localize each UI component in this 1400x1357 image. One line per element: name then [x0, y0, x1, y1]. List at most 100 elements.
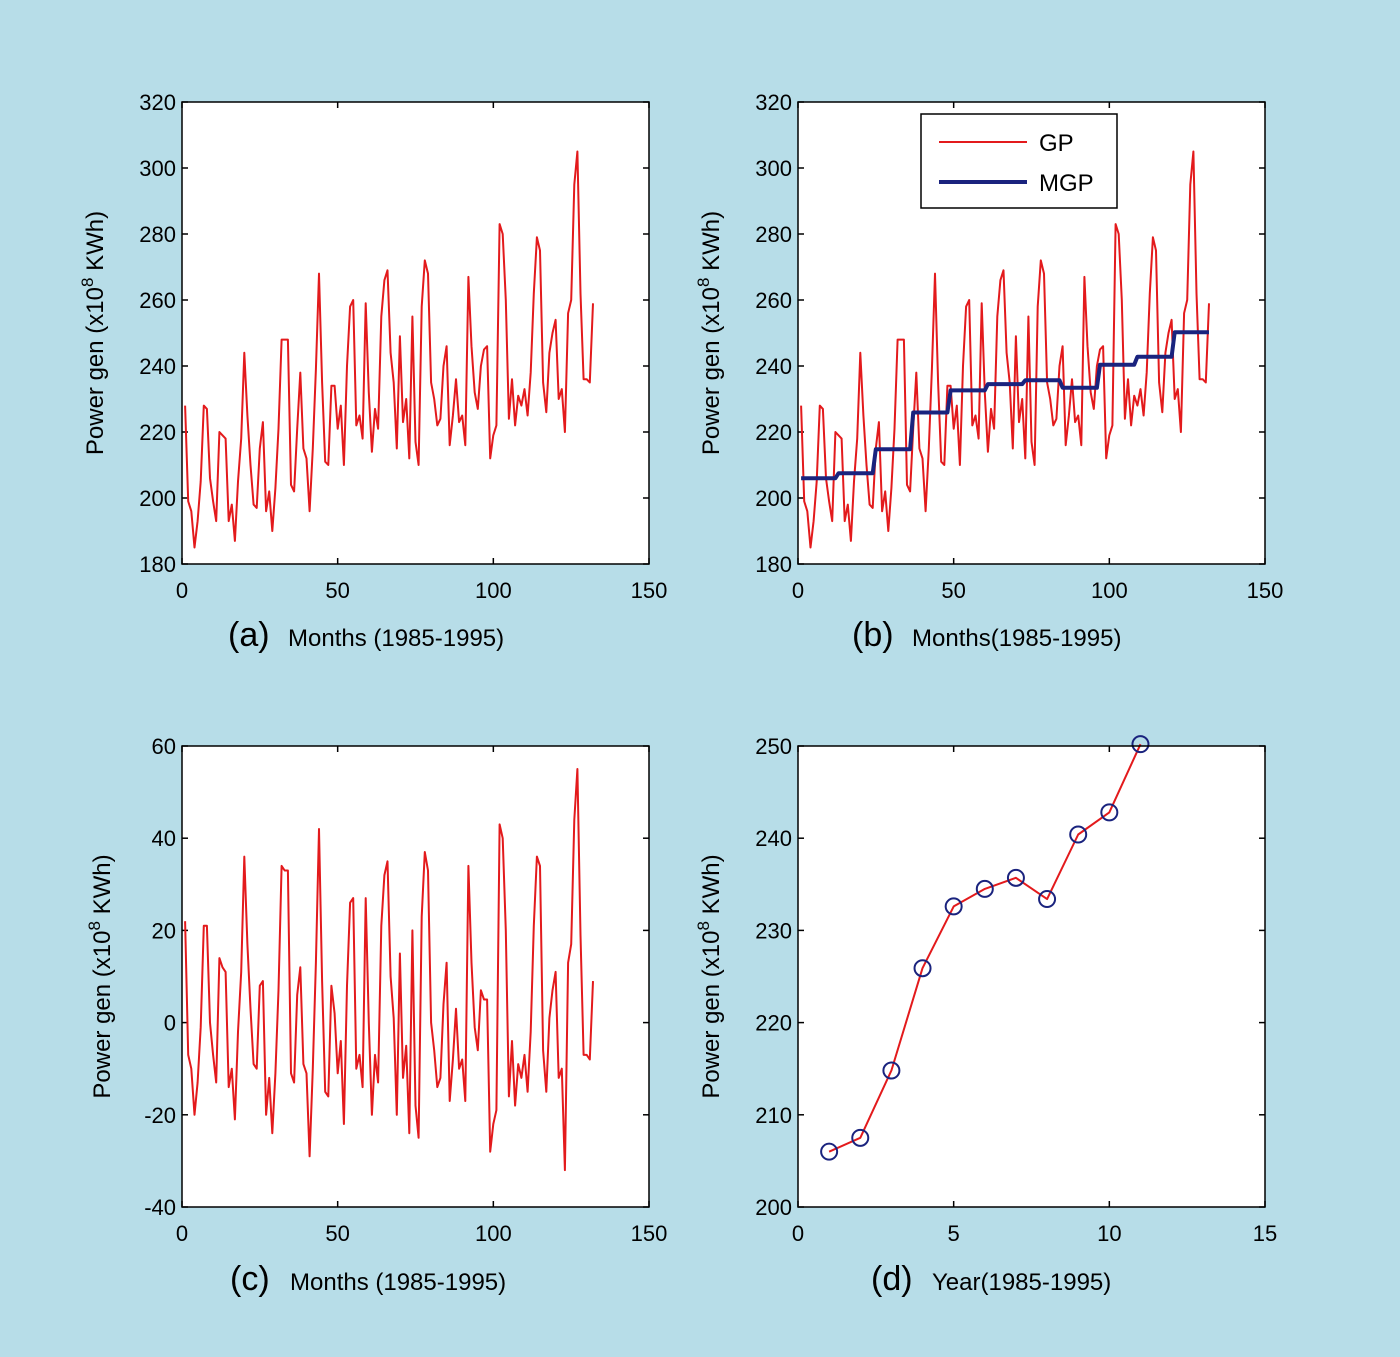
y-tick-label: 20	[152, 918, 176, 943]
y-tick-label: 40	[152, 826, 176, 851]
y-tick-label: 60	[152, 734, 176, 759]
x-axis-label: Months (1985-1995)	[288, 625, 504, 652]
y-axis-label-exponent: 8	[85, 921, 104, 930]
y-tick-label: 200	[755, 1195, 792, 1220]
y-axis-label-unit: KWh)	[82, 211, 109, 278]
panel-letter: (c)	[230, 1260, 270, 1298]
y-tick-label: -20	[144, 1103, 176, 1128]
y-tick-label: 240	[755, 354, 792, 379]
plot-frame	[797, 745, 1266, 1208]
x-tick-label: 100	[475, 1221, 512, 1246]
data-point-marker	[1038, 890, 1057, 909]
y-axis-label: Power gen (x108 KWh)	[694, 854, 725, 1098]
chart-panel-b: 0 50 100 150 180 200 220 240 260 280 300 320 GP MGP (b…	[694, 90, 1283, 654]
plot-area	[182, 746, 649, 1207]
x-tick-label: 15	[1253, 1221, 1277, 1246]
y-axis-label-text: Power gen (x10	[82, 287, 109, 455]
data-point-marker	[1069, 825, 1088, 844]
x-tick-label: 0	[176, 1221, 188, 1246]
x-tick-label: 0	[792, 578, 804, 603]
y-tick-label: 280	[755, 222, 792, 247]
y-tick-label: 300	[139, 156, 176, 181]
y-tick-label: 180	[139, 552, 176, 577]
y-tick-label: 210	[755, 1103, 792, 1128]
y-tick-label: 220	[139, 420, 176, 445]
y-axis-label-unit: KWh)	[698, 854, 725, 921]
legend-label-mgp: MGP	[1039, 170, 1094, 197]
panel-letter: (a)	[228, 616, 270, 654]
x-tick-label: 150	[631, 578, 668, 603]
panel-letter: (b)	[852, 616, 894, 654]
y-tick-label: 320	[755, 90, 792, 115]
x-tick-label: 100	[475, 578, 512, 603]
x-tick-label: 50	[325, 578, 349, 603]
series-line-mgp	[828, 743, 1142, 1153]
y-axis-label-unit: KWh)	[698, 211, 725, 278]
data-point-marker	[1006, 868, 1025, 887]
data-point-marker	[851, 1128, 870, 1147]
legend: GP MGP	[920, 113, 1118, 209]
y-tick-label: 320	[139, 90, 176, 115]
x-tick-label: 150	[631, 1221, 668, 1246]
legend-label-gp: GP	[1039, 130, 1074, 157]
x-tick-label: 150	[1247, 578, 1284, 603]
y-axis-label-exponent: 8	[694, 921, 713, 930]
y-axis-label-text: Power gen (x10	[698, 931, 725, 1099]
plot-area	[798, 746, 1265, 1207]
x-tick-label: 10	[1097, 1221, 1121, 1246]
y-tick-label: 230	[755, 918, 792, 943]
x-tick-label: 100	[1091, 578, 1128, 603]
y-tick-label: 250	[755, 734, 792, 759]
x-axis-label: Months(1985-1995)	[912, 625, 1121, 652]
data-point-marker	[913, 959, 932, 978]
y-tick-label: 260	[139, 288, 176, 313]
legend-box	[920, 113, 1118, 209]
y-tick-label: 240	[755, 826, 792, 851]
y-tick-label: 200	[755, 486, 792, 511]
plot-frame	[181, 101, 650, 565]
series-line-gp	[800, 150, 1210, 549]
series-line-mgp	[801, 330, 1209, 481]
x-tick-label: 0	[792, 1221, 804, 1246]
plot-area	[182, 102, 649, 564]
chart-panel-d: 0 5 10 15 200 210 220 230 240 250 (d) Year(1985-199…	[694, 734, 1277, 1298]
x-tick-label: 50	[325, 1221, 349, 1246]
y-axis-label-unit: KWh)	[89, 854, 116, 921]
y-tick-label: 180	[755, 552, 792, 577]
series-line-gp-residual	[184, 768, 594, 1172]
plot-frame	[797, 101, 1266, 565]
y-axis-label-exponent: 8	[78, 278, 97, 287]
y-axis-label-text: Power gen (x10	[698, 287, 725, 455]
panel-letter: (d)	[871, 1260, 913, 1298]
data-point-marker	[975, 879, 994, 898]
y-axis-label-exponent: 8	[694, 278, 713, 287]
y-tick-label: -40	[144, 1195, 176, 1220]
chart-panel-c: 0 50 100 150 -40 -20 0 20 40 60 (c) Months (1985-19…	[85, 734, 667, 1298]
series-line-gp	[184, 150, 594, 549]
y-tick-label: 300	[755, 156, 792, 181]
chart-panel-a: 0 50 100 150 180 200 220 240 260 280 300 320 (a) Mont…	[78, 90, 667, 654]
y-tick-label: 220	[755, 1011, 792, 1036]
y-axis-label: Power gen (x108 KWh)	[85, 854, 116, 1098]
data-point-marker	[1100, 803, 1119, 822]
y-tick-label: 200	[139, 486, 176, 511]
y-tick-label: 280	[139, 222, 176, 247]
x-axis-label: Months (1985-1995)	[290, 1269, 506, 1296]
x-tick-label: 5	[948, 1221, 960, 1246]
y-axis-label: Power gen (x108 KWh)	[694, 211, 725, 455]
y-axis-label-text: Power gen (x10	[89, 931, 116, 1099]
data-point-marker	[1131, 735, 1150, 754]
x-tick-label: 0	[176, 578, 188, 603]
x-axis-label: Year(1985-1995)	[932, 1269, 1111, 1296]
y-tick-label: 0	[164, 1011, 176, 1036]
data-point-marker	[820, 1142, 839, 1161]
y-axis-label: Power gen (x108 KWh)	[78, 211, 109, 455]
data-point-marker	[882, 1061, 901, 1080]
x-tick-label: 50	[941, 578, 965, 603]
y-tick-label: 240	[139, 354, 176, 379]
y-tick-label: 260	[755, 288, 792, 313]
data-point-marker	[944, 897, 963, 916]
y-tick-label: 220	[755, 420, 792, 445]
plot-frame	[181, 745, 650, 1208]
